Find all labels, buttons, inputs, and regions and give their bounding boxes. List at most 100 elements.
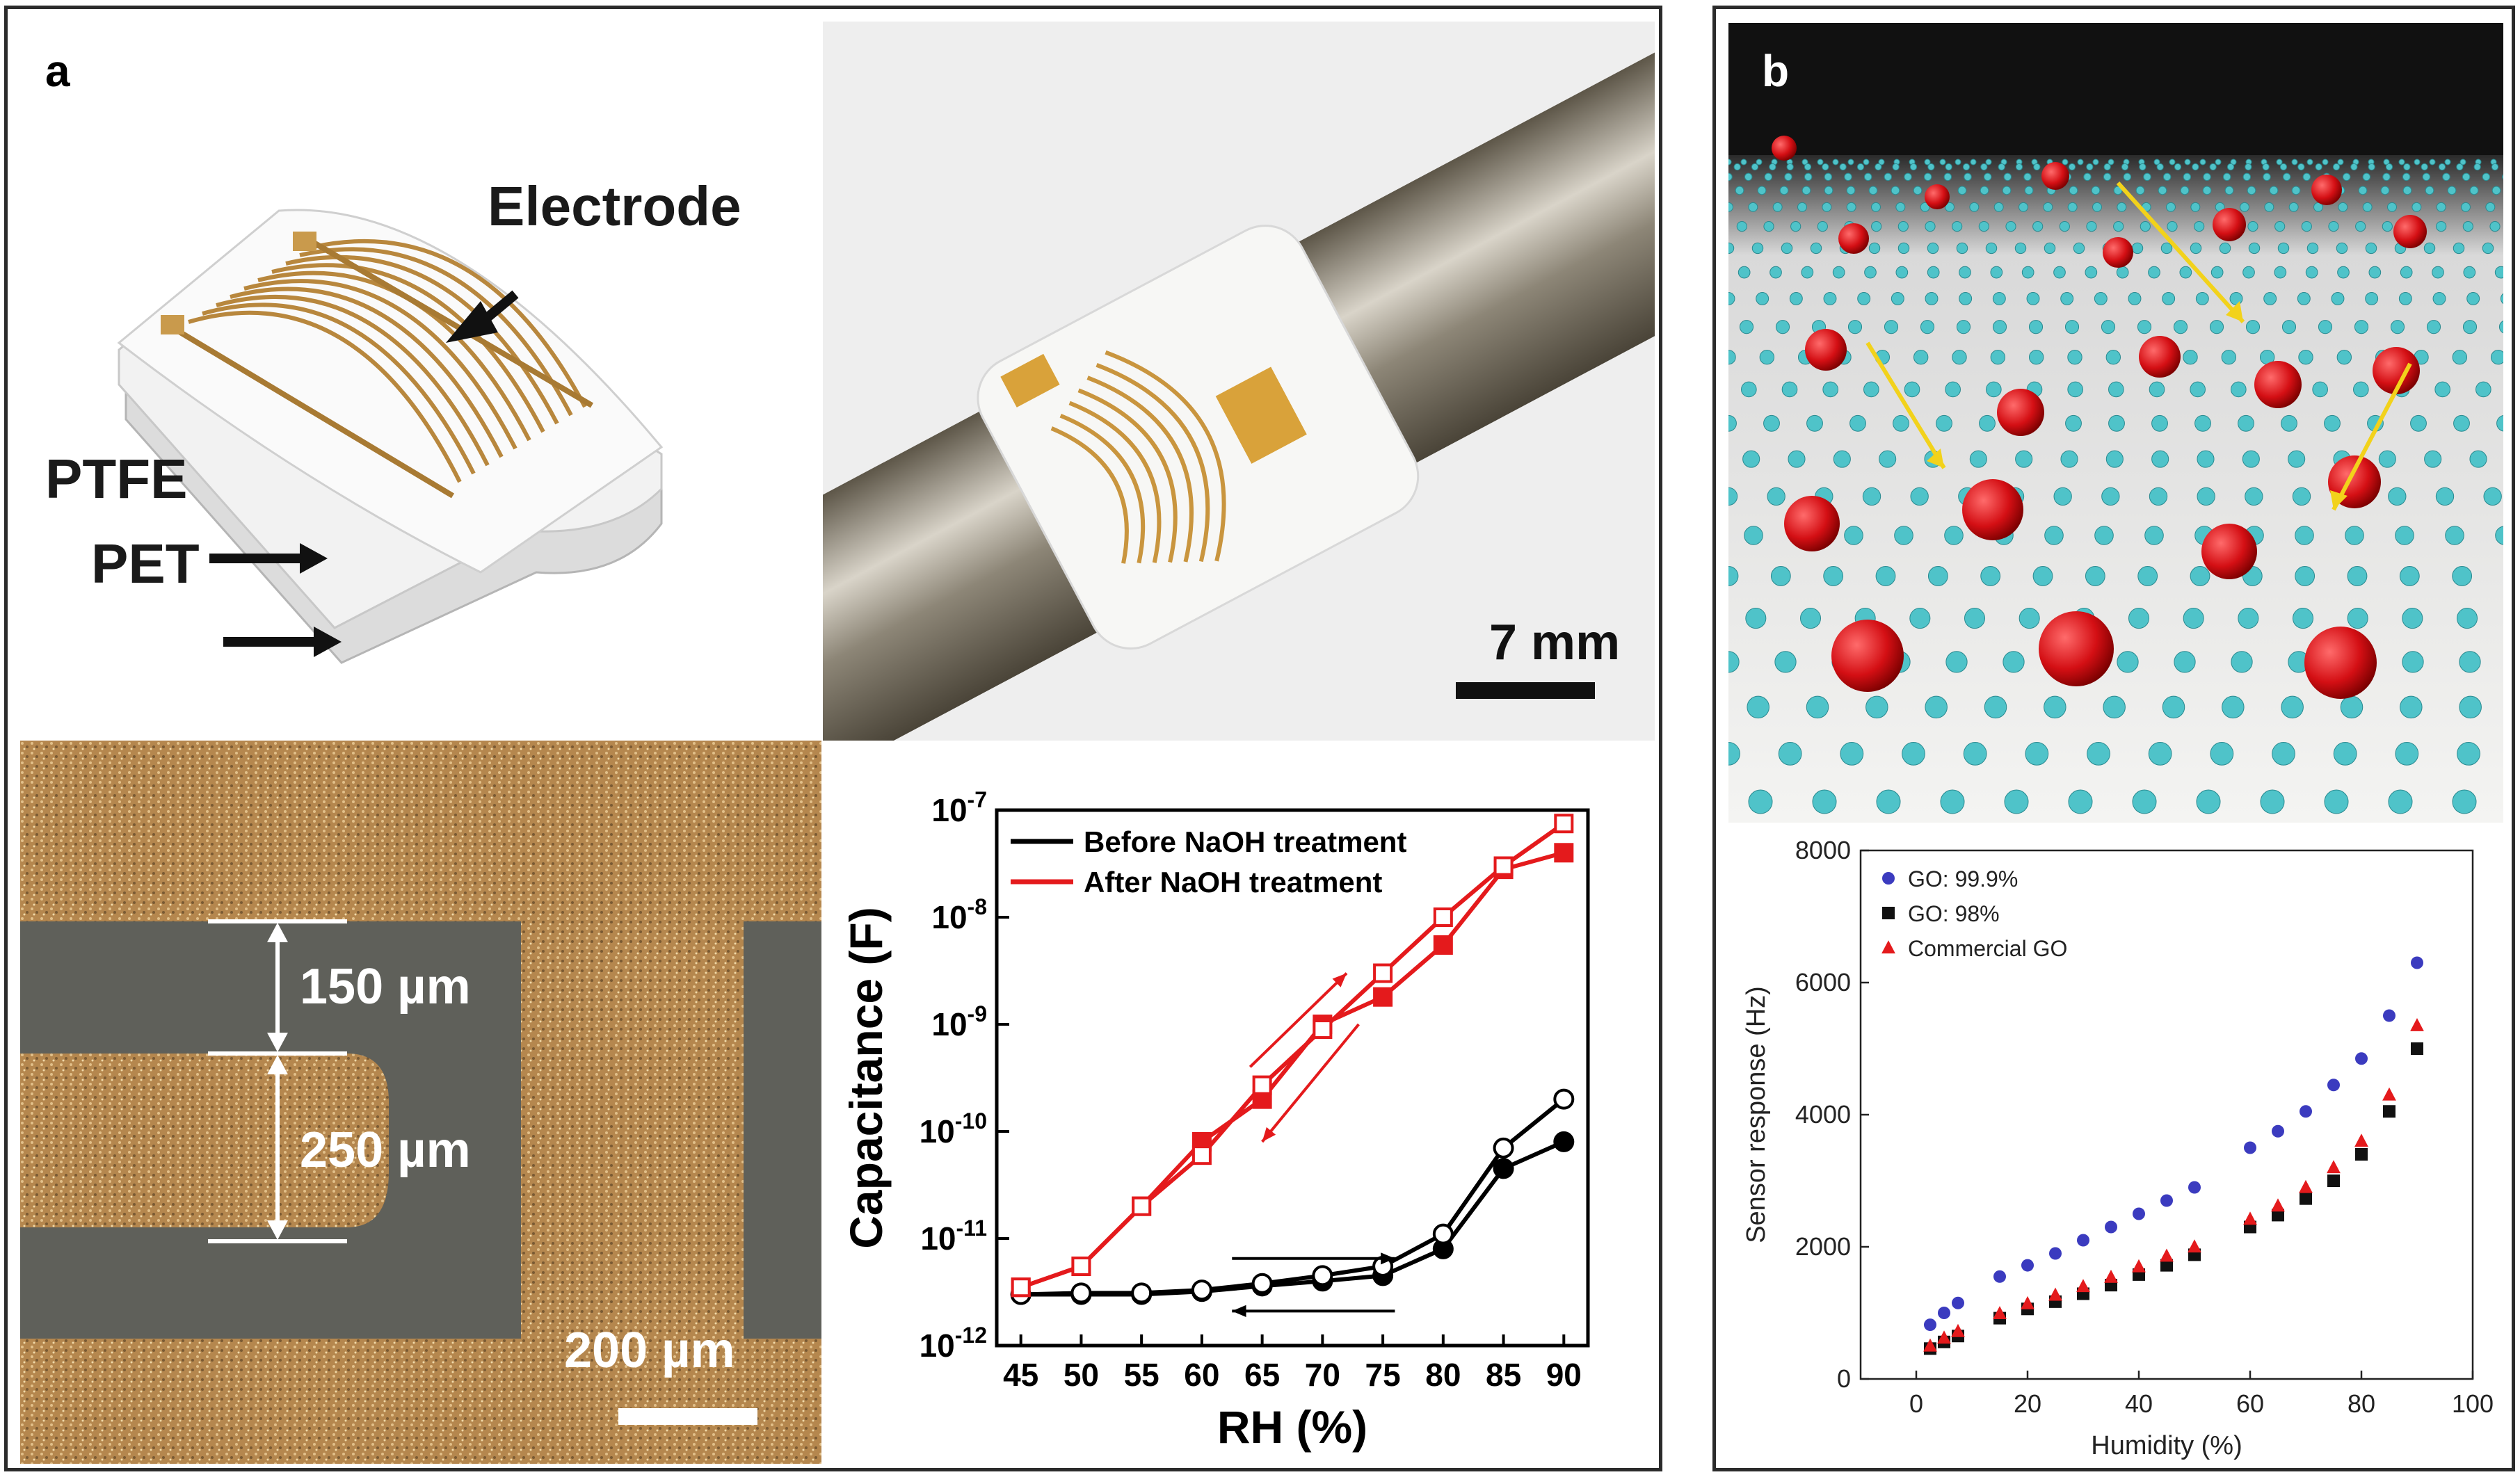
carbon-atom — [2400, 266, 2413, 279]
carbon-atom — [2116, 266, 2129, 279]
carbon-atom — [1897, 242, 1910, 255]
carbon-atom — [1775, 320, 1790, 334]
data-point — [2244, 1141, 2256, 1154]
plot-frame — [995, 808, 1590, 1348]
carbon-atom — [1767, 487, 1785, 506]
carbon-atom — [2385, 163, 2393, 171]
carbon-atom — [2362, 202, 2373, 212]
carbon-atom — [2483, 487, 2502, 506]
carbon-atom — [2067, 202, 2078, 212]
carbon-atom — [2279, 163, 2288, 171]
carbon-atom — [2365, 242, 2377, 255]
data-point — [2104, 1269, 2118, 1283]
carbon-atom — [2281, 695, 2304, 719]
carbon-atom — [1979, 414, 1996, 432]
y-tick-label: 10-8 — [931, 894, 987, 935]
carbon-atom — [2388, 487, 2407, 506]
carbon-atom — [2436, 221, 2447, 232]
carbon-atom — [1788, 450, 1806, 468]
data-point — [1493, 1137, 1514, 1159]
carbon-atom — [2291, 186, 2301, 195]
carbon-atom — [1980, 186, 1989, 195]
carbon-atom — [1744, 172, 1753, 181]
carbon-atom — [2019, 202, 2028, 212]
carbon-atom — [2463, 266, 2476, 279]
carbon-atom — [2332, 163, 2341, 171]
carbon-atom — [1936, 414, 1952, 432]
data-point — [2160, 1259, 2173, 1272]
data-point — [1131, 1282, 1153, 1304]
carbon-atom — [2028, 350, 2044, 365]
carbon-atom — [1833, 450, 1851, 468]
x-tick-label: 60 — [1184, 1357, 1219, 1393]
carbon-atom — [2240, 202, 2249, 212]
carbon-atom — [2043, 202, 2053, 212]
data-point — [1937, 1330, 1951, 1344]
carbon-atom — [1884, 172, 1893, 181]
carbon-atom — [2365, 291, 2379, 305]
data-point — [1952, 1296, 1964, 1309]
carbon-atom — [2315, 163, 2322, 171]
data-point — [1070, 1282, 1092, 1304]
x-tick-label: 80 — [2348, 1389, 2375, 1418]
carbon-atom — [2338, 202, 2348, 212]
carbon-atom — [1797, 202, 1807, 212]
carbon-atom — [1959, 266, 1971, 279]
carbon-atom — [2209, 163, 2217, 171]
carbon-atom — [1764, 172, 1773, 181]
carbon-atom — [1909, 608, 1931, 629]
carbon-atom — [2288, 450, 2306, 468]
carbon-atom — [2044, 242, 2056, 255]
micrograph-scalebar-label: 200 µm — [564, 1323, 735, 1378]
carbon-atom — [2190, 202, 2201, 212]
carbon-atom — [2103, 695, 2126, 719]
carbon-atom — [2166, 202, 2176, 212]
carbon-atom — [2101, 487, 2120, 506]
oxygen-atom — [2139, 336, 2181, 378]
carbon-atom — [2222, 172, 2231, 181]
carbon-atom — [2297, 291, 2311, 305]
y-tick-label: 10-11 — [920, 1216, 987, 1257]
data-point — [2021, 1296, 2035, 1309]
carbon-atom — [1748, 789, 1773, 814]
oxygen-atom — [1997, 389, 2044, 436]
carbon-atom — [2462, 221, 2473, 232]
carbon-atom — [1969, 202, 1980, 212]
carbon-atom — [1868, 186, 1878, 195]
carbon-atom — [1728, 159, 1732, 166]
carbon-atom — [2378, 450, 2396, 468]
carbon-atom — [2402, 651, 2424, 673]
data-point — [1882, 872, 1895, 885]
carbon-atom — [2345, 526, 2364, 545]
carbon-atom — [1857, 291, 1871, 305]
carbon-atom — [2410, 414, 2427, 432]
carbon-atom — [2291, 159, 2298, 166]
carbon-atom — [2032, 221, 2044, 232]
carbon-atom — [2101, 320, 2116, 334]
carbon-atom — [2192, 163, 2199, 171]
data-point — [1071, 1256, 1091, 1276]
carbon-atom — [2231, 651, 2253, 673]
data-point — [2188, 1181, 2201, 1194]
data-point — [2049, 1247, 2062, 1260]
data-point — [2188, 1239, 2201, 1253]
carbon-atom — [1751, 163, 1759, 171]
carbon-atom — [2077, 159, 2084, 166]
carbon-atom — [2151, 414, 2168, 432]
carbon-atom — [2183, 172, 2192, 181]
carbon-atom — [1998, 163, 2005, 171]
carbon-atom — [1823, 566, 1844, 586]
data-point — [2410, 1017, 2424, 1031]
carbon-atom — [2306, 242, 2319, 255]
y-tick-label: 4000 — [1795, 1100, 1851, 1129]
carbon-atom — [2324, 414, 2341, 432]
carbon-atom — [1728, 242, 1735, 255]
sensor-response-chart-svg: 0 20 40 60 80 100 0 2000 4000 6000 8000 Humidity (%… — [1742, 836, 2494, 1460]
y-axis-label: Capacitance (F) — [840, 907, 892, 1248]
x-axis-label: RH (%) — [1217, 1401, 1367, 1453]
carbon-atom — [2500, 293, 2503, 305]
carbon-atom — [2183, 608, 2204, 629]
data-point — [1432, 1223, 1454, 1245]
photo-scalebar-label: 7 mm — [1489, 615, 1621, 670]
data-point — [1951, 1323, 1965, 1337]
